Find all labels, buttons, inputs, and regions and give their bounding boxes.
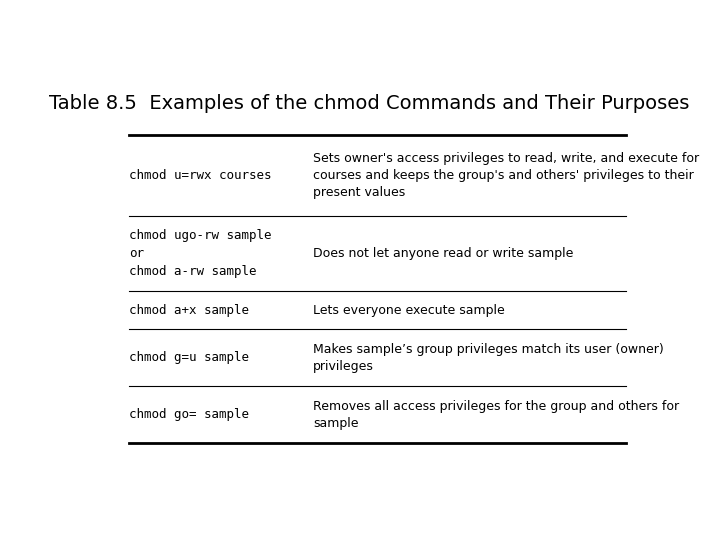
Text: chmod go= sample: chmod go= sample	[129, 408, 249, 421]
Text: Sets owner's access privileges to read, write, and execute for
courses and keeps: Sets owner's access privileges to read, …	[313, 152, 699, 199]
Text: Lets everyone execute sample: Lets everyone execute sample	[313, 304, 505, 317]
Text: chmod g=u sample: chmod g=u sample	[129, 352, 249, 365]
Text: chmod u=rwx courses: chmod u=rwx courses	[129, 169, 271, 182]
Text: Table 8.5  Examples of the chmod Commands and Their Purposes: Table 8.5 Examples of the chmod Commands…	[49, 94, 689, 113]
Text: Removes all access privileges for the group and others for
sample: Removes all access privileges for the gr…	[313, 400, 680, 430]
Text: chmod a+x sample: chmod a+x sample	[129, 304, 249, 317]
Text: Does not let anyone read or write sample: Does not let anyone read or write sample	[313, 247, 574, 260]
Text: Makes sample’s group privileges match its user (owner)
privileges: Makes sample’s group privileges match it…	[313, 343, 664, 373]
Text: chmod ugo-rw sample
or
chmod a-rw sample: chmod ugo-rw sample or chmod a-rw sample	[129, 229, 271, 278]
